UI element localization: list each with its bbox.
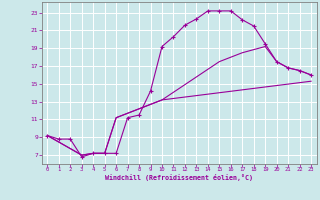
X-axis label: Windchill (Refroidissement éolien,°C): Windchill (Refroidissement éolien,°C) <box>105 174 253 181</box>
